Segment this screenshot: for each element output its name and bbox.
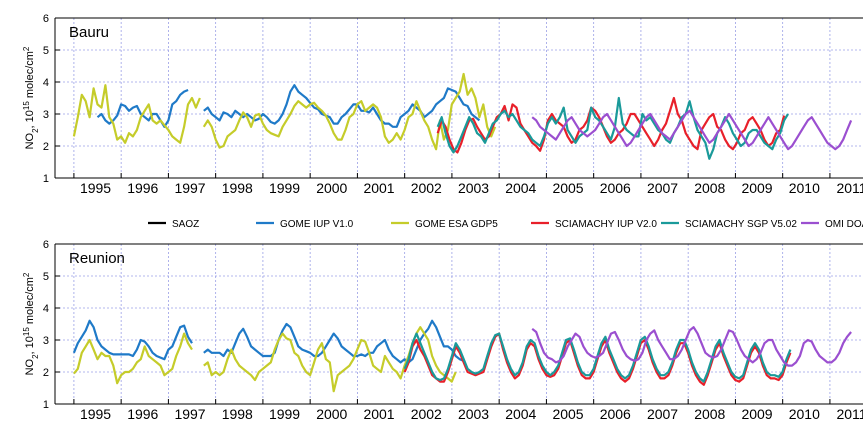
series-line (203, 84, 481, 128)
x-tick-label: 2000 (316, 180, 347, 196)
y-axis-label: NO2, 1015 molec/cm2 (22, 46, 40, 149)
legend-label: OMI DOAS V3 (825, 219, 863, 230)
y-tick-label: 4 (43, 303, 49, 315)
legend-label: SCIAMACHY IUP V2.0 (555, 219, 657, 230)
x-tick-label: 2006 (600, 406, 631, 422)
x-tick-label: 2005 (552, 406, 583, 422)
x-tick-label: 1999 (269, 406, 300, 422)
x-tick-label: 2003 (458, 180, 489, 196)
x-tick-label: 2002 (411, 406, 442, 422)
y-tick-label: 3 (43, 335, 49, 347)
x-tick-label: 2001 (363, 180, 394, 196)
x-tick-label: 2007 (647, 406, 678, 422)
x-tick-label: 2001 (363, 406, 394, 422)
series-line (436, 96, 789, 160)
panel-1: 1 2 3 4 5 6 1995 1996 1997 1998 1999 2000 2001 2002 20… (22, 239, 863, 422)
y-tick-label: 2 (43, 141, 49, 153)
x-tick-label: 1996 (127, 180, 158, 196)
x-tick-label: 2002 (411, 180, 442, 196)
x-tick-label: 2006 (600, 180, 631, 196)
y-tick-label: 3 (43, 109, 49, 121)
x-tick-label: 1996 (127, 406, 158, 422)
x-tick-label: 2010 (789, 406, 820, 422)
y-tick-label: 5 (43, 271, 49, 283)
x-tick-label: 2009 (741, 180, 772, 196)
y-tick-label: 6 (43, 13, 49, 25)
x-tick-label: 2004 (505, 180, 536, 196)
series-line (72, 319, 193, 361)
y-tick-label: 4 (43, 77, 49, 89)
x-tick-label: 2009 (741, 406, 772, 422)
x-tick-label: 2008 (694, 406, 725, 422)
legend-label: SAOZ (172, 219, 199, 230)
x-tick-label: 1995 (80, 406, 111, 422)
x-tick-label: 1998 (222, 180, 253, 196)
legend-label: GOME IUP V1.0 (280, 219, 354, 230)
y-tick-label: 6 (43, 239, 49, 251)
panel-title: Bauru (69, 24, 109, 41)
series-line (203, 319, 465, 364)
x-tick-label: 2000 (316, 406, 347, 422)
x-tick-label: 2011 (836, 180, 863, 196)
legend-label: SCIAMACHY SGP V5.02 (685, 219, 797, 230)
y-axis-label: NO2, 1015 molec/cm2 (22, 272, 40, 375)
y-tick-label: 5 (43, 45, 49, 57)
x-tick-label: 2005 (552, 180, 583, 196)
series-line (531, 109, 853, 151)
x-tick-label: 2011 (836, 406, 863, 422)
y-tick-label: 1 (43, 173, 49, 185)
x-tick-label: 2008 (694, 180, 725, 196)
series-line (202, 72, 497, 151)
y-tick-label: 2 (43, 367, 49, 379)
panel-title: Reunion (69, 250, 125, 267)
series-line (436, 96, 786, 154)
x-tick-label: 2003 (458, 406, 489, 422)
legend-label: GOME ESA GDP5 (415, 219, 498, 230)
series-line (531, 326, 852, 367)
series-line (72, 84, 201, 144)
x-tick-label: 1997 (174, 180, 205, 196)
x-tick-label: 2007 (647, 180, 678, 196)
series-line (73, 332, 193, 385)
x-tick-label: 1995 (80, 180, 111, 196)
x-tick-label: 2004 (505, 406, 536, 422)
panel-0: 1 2 3 4 5 6 1995 1996 1997 1998 1999 2000 2001 2002 20… (22, 13, 863, 196)
legend: SAOZ GOME IUP V1.0 GOME ESA GDP5 SCIAMACHY … (148, 219, 863, 230)
x-tick-label: 2010 (789, 180, 820, 196)
x-tick-label: 1999 (269, 180, 300, 196)
x-tick-label: 1997 (174, 406, 205, 422)
x-tick-label: 1998 (222, 406, 253, 422)
y-tick-label: 1 (43, 399, 49, 411)
